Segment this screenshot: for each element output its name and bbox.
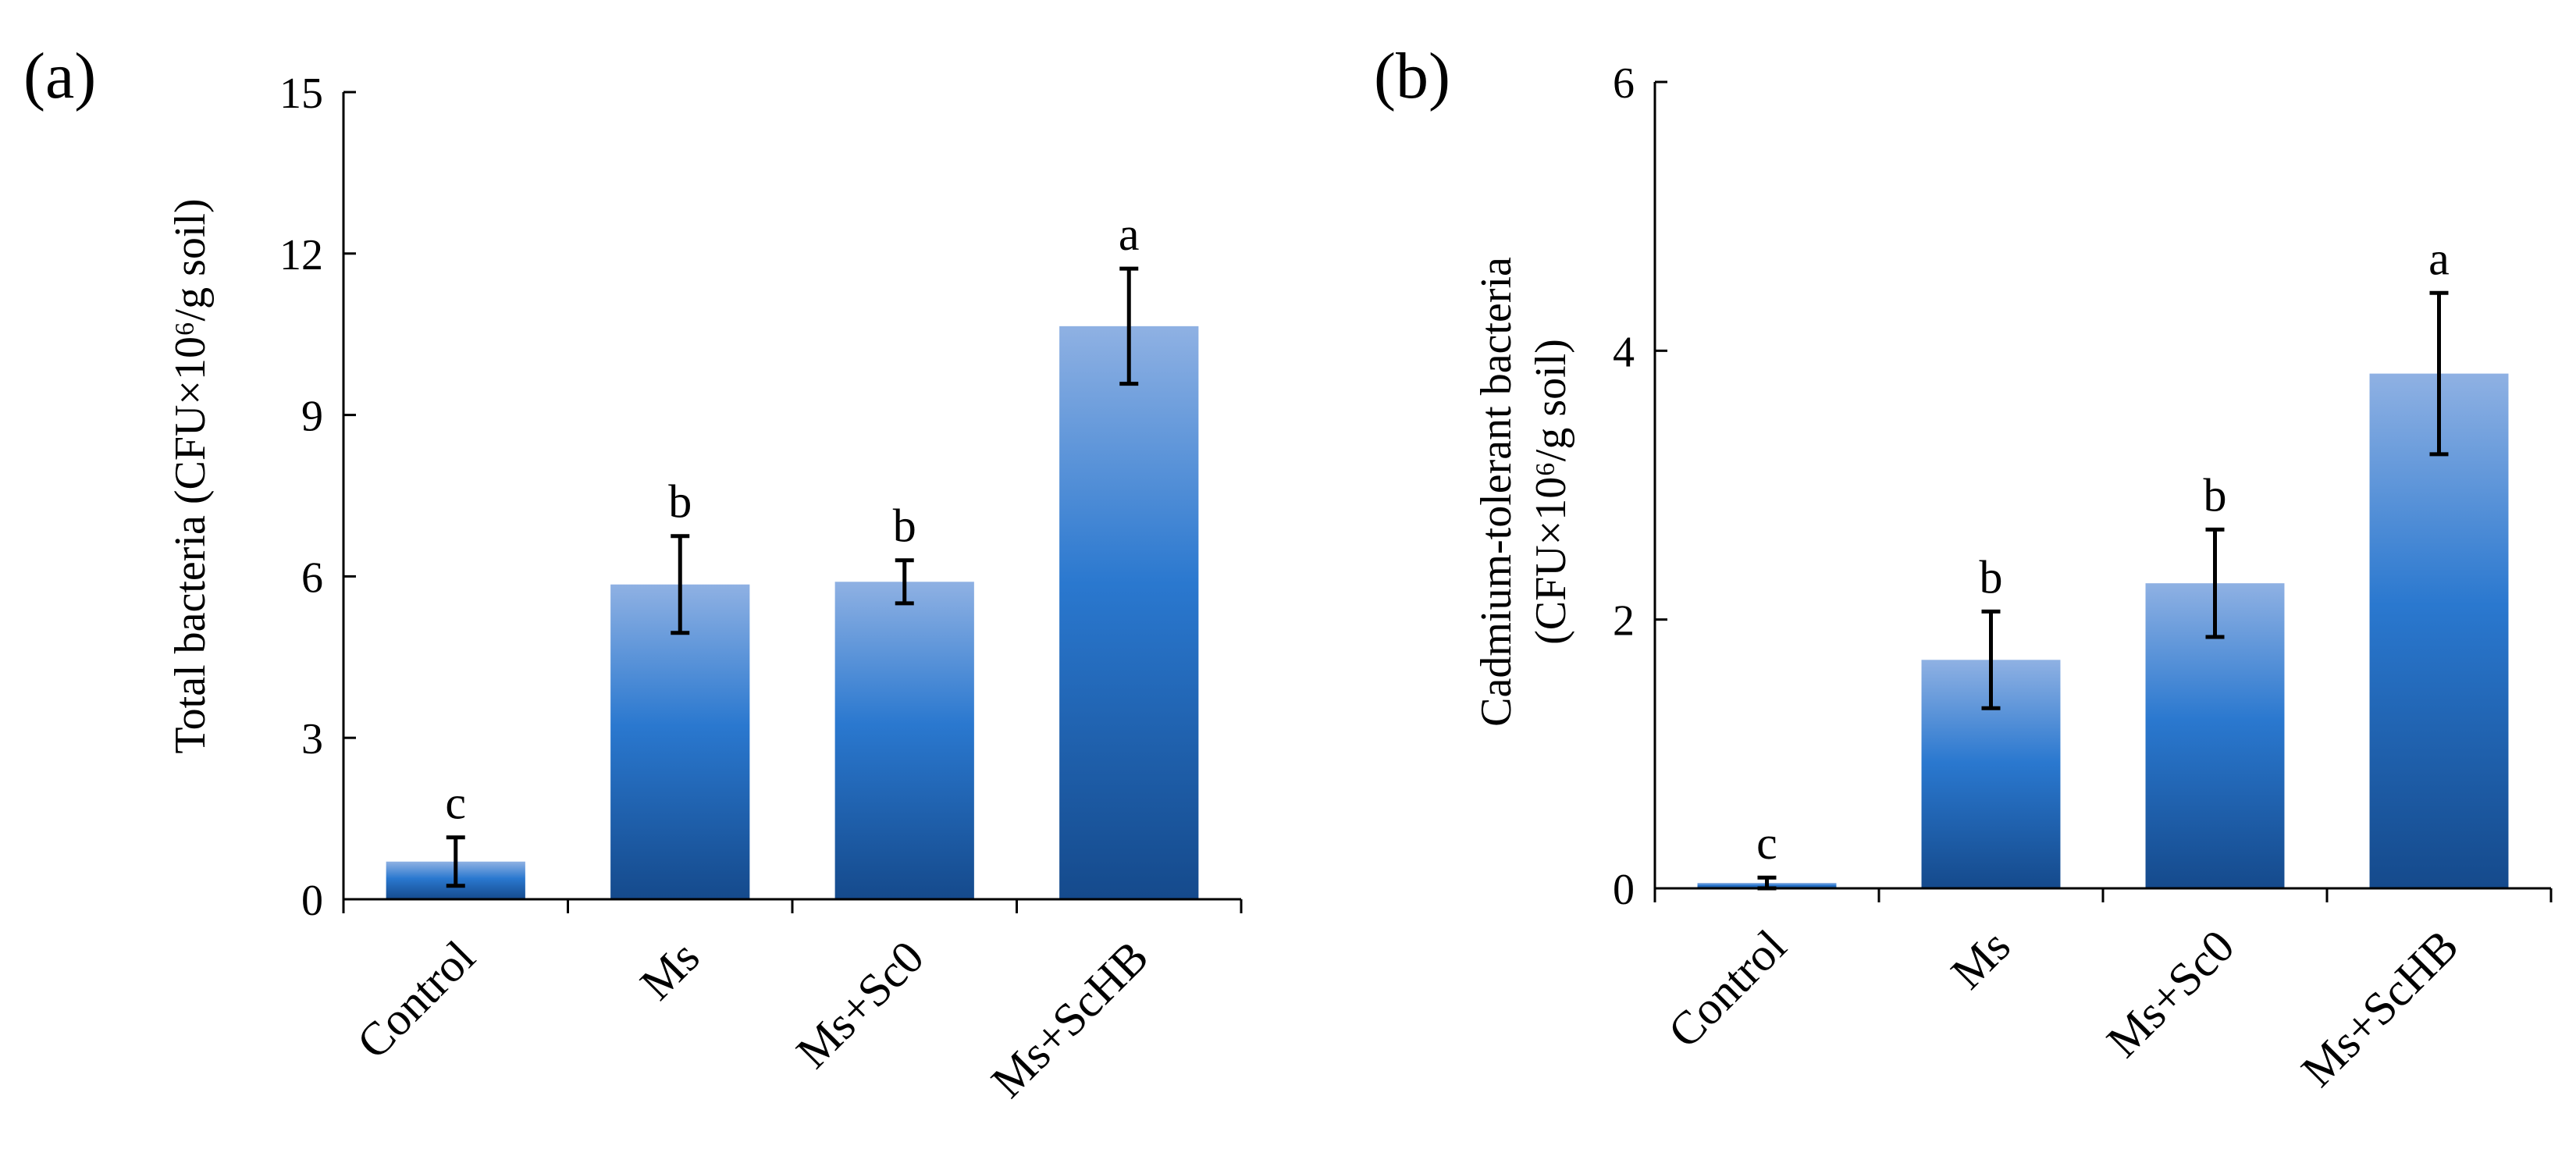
significance-label-a-2: b bbox=[893, 500, 916, 552]
significance-label-a-0: c bbox=[445, 777, 466, 829]
y-tick-label-a-1: 3 bbox=[301, 715, 323, 763]
error-bar-b-1 bbox=[1981, 609, 2001, 710]
significance-label-b-3: a bbox=[2428, 233, 2450, 284]
plot-area-b: c Control b Ms b Ms+Sc0 a Ms+ScHB 0 2 4 6 bbox=[1613, 59, 2553, 1097]
chart-panel-b: (b) Cadmium-tolerant bacteria (CFU×10⁶/g… bbox=[1374, 40, 2553, 1097]
category-label-b-0: Control bbox=[1658, 920, 1795, 1058]
y-tick-label-a-4: 12 bbox=[279, 231, 323, 279]
chart-panel-a: (a) Total bacteria (CFU×10⁶/g soil) c Con… bbox=[23, 40, 1243, 1108]
category-label-a-0: Control bbox=[347, 931, 485, 1069]
error-bar-a-0 bbox=[446, 835, 465, 888]
category-label-b-3: Ms+ScHB bbox=[2291, 920, 2467, 1097]
significance-label-b-1: b bbox=[1980, 551, 2003, 603]
significance-label-a-1: b bbox=[668, 476, 692, 528]
bar-a-2 bbox=[834, 582, 974, 899]
category-label-b-2: Ms+Sc0 bbox=[2097, 920, 2243, 1067]
y-tick-label-b-3: 6 bbox=[1613, 59, 1635, 108]
category-label-a-1: Ms bbox=[631, 931, 710, 1010]
panel-label-a: (a) bbox=[23, 40, 96, 112]
y-tick-label-a-2: 6 bbox=[301, 553, 323, 602]
significance-label-b-0: c bbox=[1756, 817, 1777, 869]
category-label-a-3: Ms+ScHB bbox=[981, 931, 1158, 1108]
significance-label-b-2: b bbox=[2204, 469, 2227, 521]
error-bar-b-2 bbox=[2205, 527, 2225, 639]
category-label-b-1: Ms bbox=[1941, 920, 2020, 999]
error-bar-b-3 bbox=[2429, 290, 2449, 457]
bar-a-1 bbox=[610, 584, 750, 899]
y-tick-label-a-0: 0 bbox=[301, 877, 323, 925]
error-bar-a-3 bbox=[1119, 266, 1139, 386]
error-bar-a-1 bbox=[671, 534, 690, 635]
bar-a-3 bbox=[1059, 326, 1199, 899]
y-tick-label-b-1: 2 bbox=[1613, 597, 1635, 646]
y-tick-label-a-3: 9 bbox=[301, 393, 323, 441]
y-axis-title-b: Cadmium-tolerant bacteria (CFU×10⁶/g soi… bbox=[1472, 257, 1575, 727]
y-axis-title-a-text: Total bacteria (CFU×10⁶/g soil) bbox=[166, 198, 215, 753]
category-label-a-2: Ms+Sc0 bbox=[786, 931, 933, 1078]
y-tick-label-a-5: 15 bbox=[279, 69, 323, 118]
significance-label-a-3: a bbox=[1119, 208, 1140, 260]
y-axis-title-a: Total bacteria (CFU×10⁶/g soil) bbox=[166, 198, 215, 753]
y-tick-label-b-0: 0 bbox=[1613, 866, 1635, 914]
y-tick-label-b-2: 4 bbox=[1613, 328, 1635, 376]
y-axis-title-b-line1: Cadmium-tolerant bacteria bbox=[1472, 257, 1521, 727]
y-axis-title-b-line2: (CFU×10⁶/g soil) bbox=[1527, 339, 1575, 645]
plot-area-a: c Control b Ms b Ms+Sc0 a Ms+ScHB 0 3 6 9 12 15 bbox=[279, 69, 1243, 1108]
panel-label-b: (b) bbox=[1374, 40, 1450, 112]
bar-b-3 bbox=[2369, 373, 2509, 888]
error-bar-a-2 bbox=[895, 558, 914, 606]
